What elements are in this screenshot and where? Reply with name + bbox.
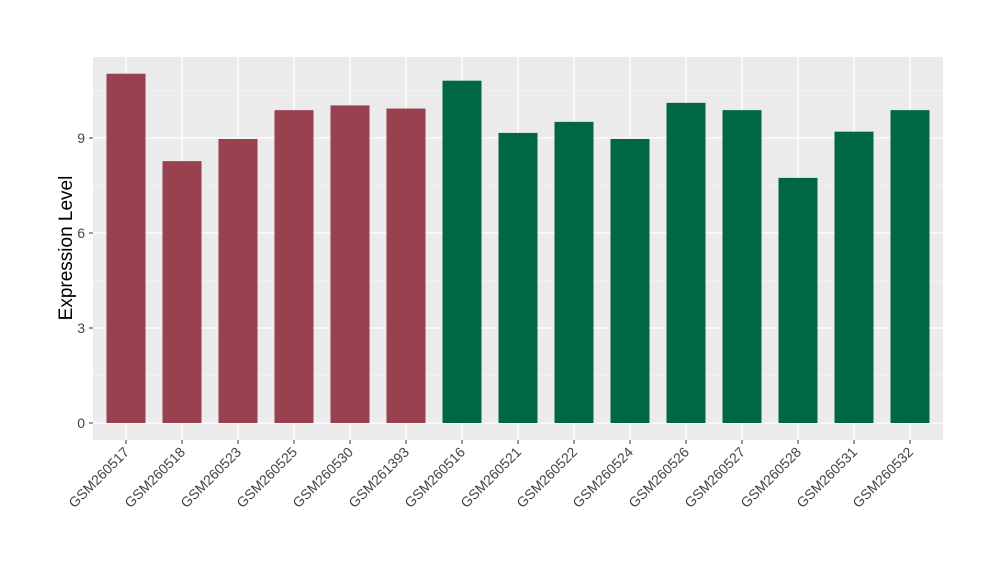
bar-GSM260532 (890, 110, 930, 423)
bar-GSM260516 (442, 80, 482, 423)
bar-GSM260521 (498, 132, 538, 423)
bar-GSM260522 (554, 121, 594, 423)
y-tick-label-2: 6 (77, 225, 85, 241)
bar-GSM260526 (666, 102, 706, 423)
x-tick-label-14: GSM260532 (849, 444, 916, 511)
y-tick-label-0: 0 (77, 415, 85, 431)
bar-GSM260531 (834, 131, 874, 423)
y-axis-title: Expression Level (56, 176, 77, 321)
bars (106, 73, 930, 424)
bar-GSM260517 (106, 73, 146, 423)
bar-GSM260527 (722, 110, 762, 423)
bar-GSM260530 (330, 105, 370, 423)
y-tick-label-1: 3 (77, 320, 85, 336)
bar-GSM260528 (778, 177, 818, 423)
bar-GSM260523 (218, 138, 258, 423)
bar-GSM260525 (274, 110, 314, 423)
x-axis-ticks: GSM260517GSM260518GSM260523GSM260525GSM2… (65, 440, 916, 511)
bar-GSM260518 (162, 161, 202, 423)
bar-GSM260524 (610, 138, 650, 423)
y-axis-ticks: 0 3 6 9 (77, 130, 93, 431)
y-tick-label-3: 9 (77, 130, 85, 146)
bar-GSM261393 (386, 108, 426, 424)
